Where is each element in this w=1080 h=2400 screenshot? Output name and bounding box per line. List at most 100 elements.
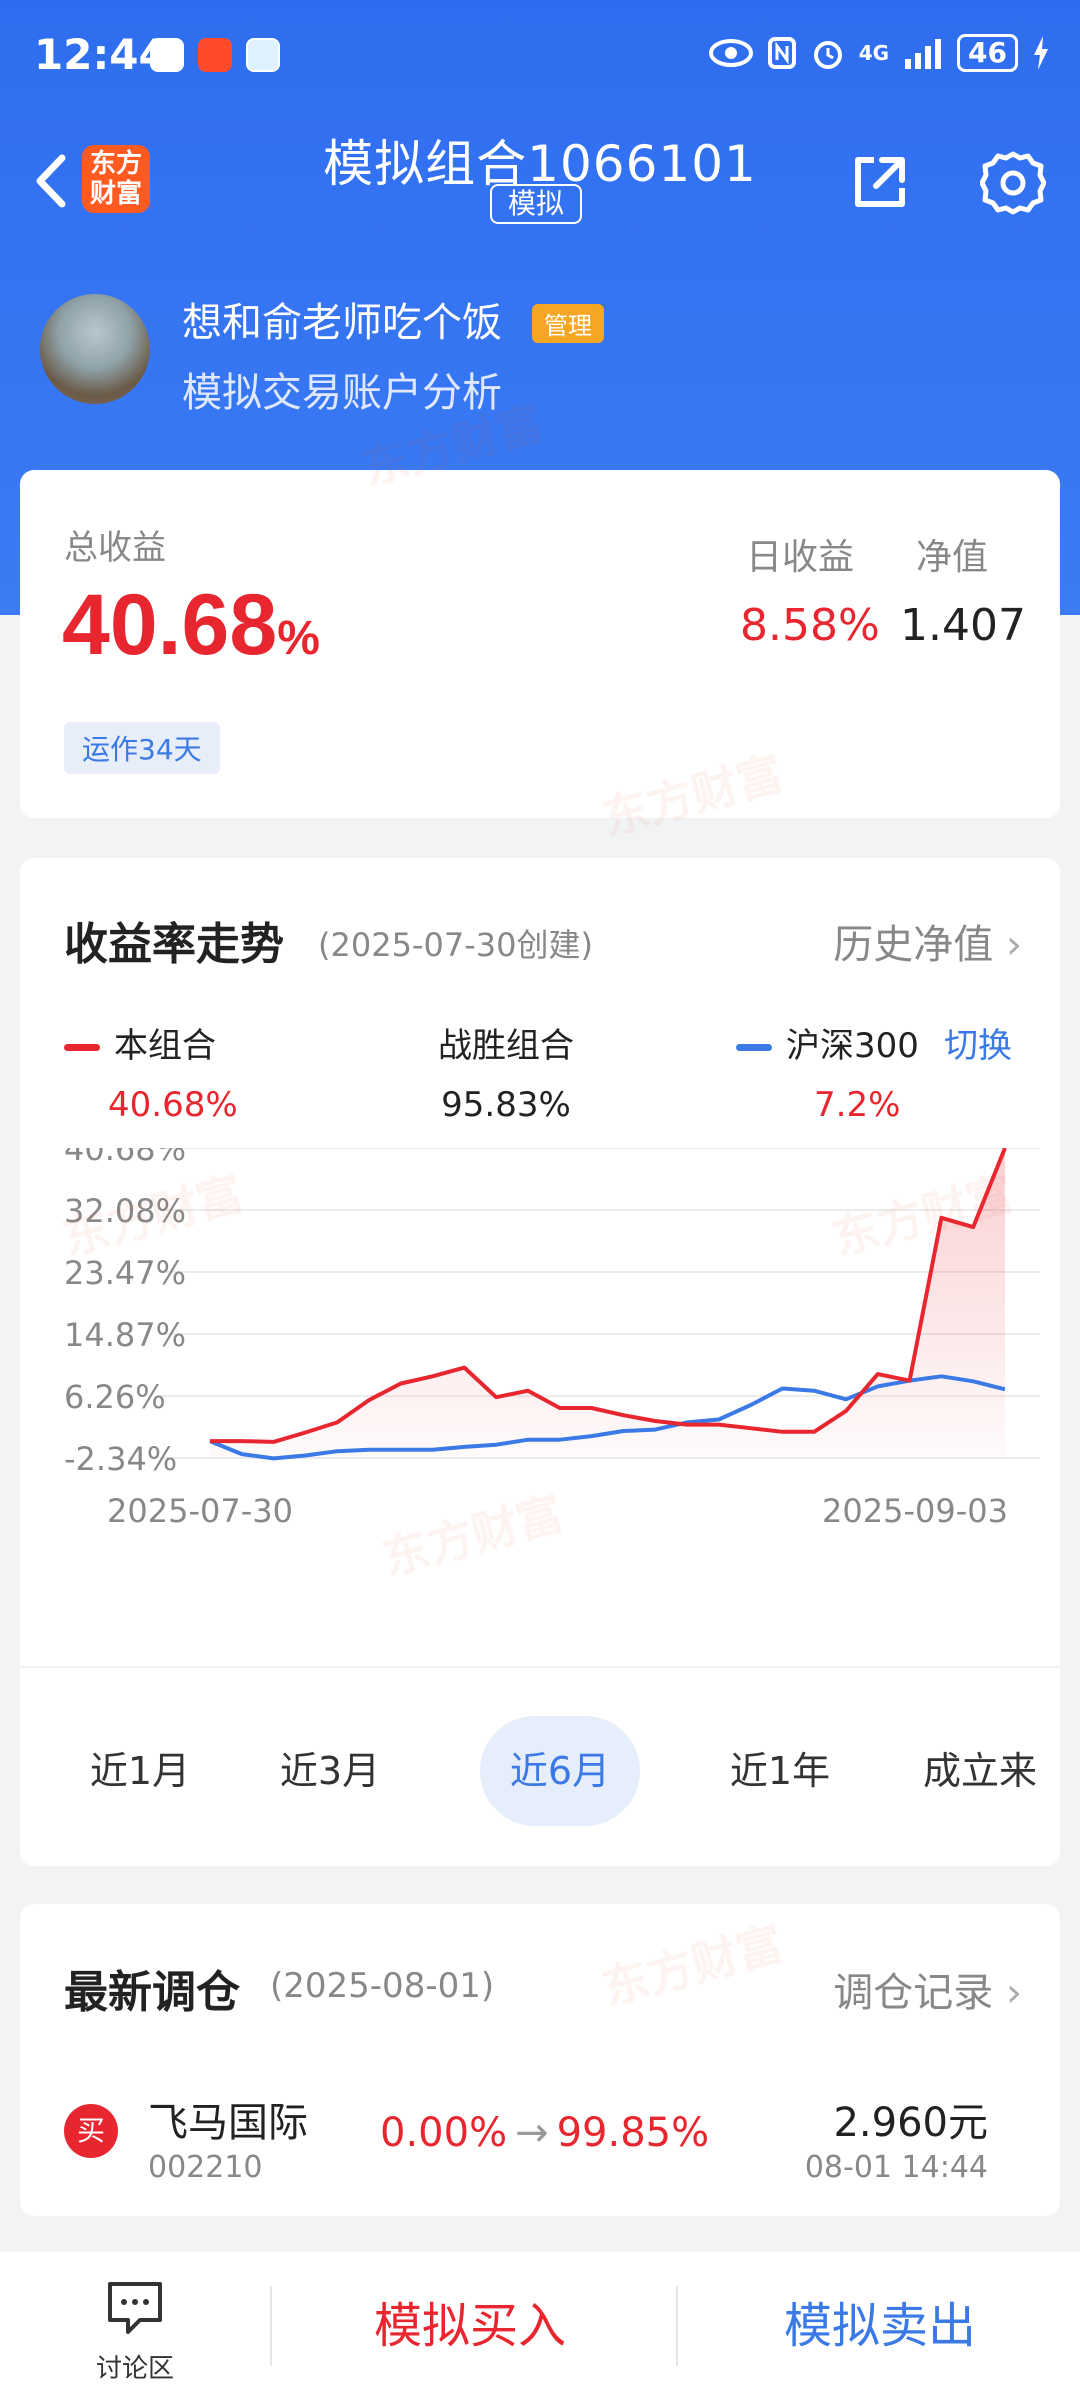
qq-app-icon [150,38,184,72]
position-to: 99.85% [556,2110,710,2156]
index-point [495,1444,497,1446]
stock-name[interactable]: 飞马国际 [148,2100,308,2146]
battery-level: 46 [957,34,1018,72]
y-tick-label: 32.08% [64,1192,186,1230]
portfolio-point [304,1431,306,1433]
buy-action-badge: 买 [64,2104,118,2158]
index-line-swatch [736,1044,772,1051]
divider [20,1666,1060,1668]
legend-portfolio-value: 40.68% [108,1085,238,1125]
y-tick-label: 6.26% [64,1378,166,1416]
summary-card: 总收益 40.68% 运作34天 日收益 净值 8.58% 1.407 [20,470,1060,818]
nav-label: 净值 [916,537,989,578]
back-arrow-icon[interactable] [22,146,82,216]
chart-y-axis: 40.68% 32.08% 23.47% 14.87% 6.26% -2.34% [64,1148,186,1478]
index-point [909,1380,911,1382]
eye-icon [708,39,753,67]
browser-app-icon [246,38,280,72]
portfolio-point [400,1382,402,1384]
page-title: 模拟组合1066101 [323,135,757,193]
portfolio-point [273,1441,275,1443]
gear-icon[interactable] [980,150,1046,216]
charging-icon [1034,36,1048,70]
simulation-badge: 模拟 [490,184,583,224]
manage-badge[interactable]: 管理 [532,304,604,343]
x-tick-label: 2025-07-30 [107,1492,293,1530]
rebalance-history-label: 调仓记录 [833,1970,994,2016]
history-nav-link[interactable]: 历史净值 › [833,912,1022,970]
discussion-button[interactable]: 讨论区 [70,2280,200,2384]
switch-index-button[interactable]: 切换 [944,1026,1012,1066]
legend-portfolio: 本组合 40.68% [64,1018,238,1125]
total-return-unit: % [277,612,320,665]
stock-code: 002210 [148,2150,263,2185]
index-point [273,1457,275,1459]
daily-return-label: 日收益 [746,537,855,578]
y-tick-label: 40.68% [64,1148,186,1168]
index-point [336,1450,338,1452]
index-series-line [209,1374,1006,1461]
portfolio-series-line [210,1148,1007,1444]
chevron-right-icon: › [1006,1970,1022,2016]
y-tick-label: 23.47% [64,1254,186,1292]
rebalance-date: (2025-08-01) [270,1966,495,2006]
portfolio-point [718,1424,720,1426]
status-bar: 12:44 4G 46 [0,0,1080,115]
portfolio-point [750,1427,752,1429]
trade-time: 08-01 14:44 [804,2150,988,2185]
position-change: 0.00% → 99.85% [380,2110,709,2156]
user-profile: 想和俞老师吃个饭 管理 模拟交易账户分析 [40,290,1040,416]
trade-price: 2.960元 [833,2100,988,2146]
rebalance-history-link[interactable]: 调仓记录 › [833,1960,1022,2018]
status-icons: 4G 46 [708,34,1050,72]
return-chart[interactable]: 40.68% 32.08% 23.47% 14.87% 6.26% -2.34% 2025… [20,1148,1060,1628]
index-point [622,1430,624,1432]
portfolio-point [654,1420,656,1422]
portfolio-point [432,1375,434,1377]
nav-value: 1.407 [900,600,1026,651]
index-point [654,1429,656,1431]
legend-beat-name: 战胜组合 [438,1026,574,1066]
index-point [877,1385,879,1387]
chevron-right-icon: › [1006,922,1022,968]
range-tab[interactable]: 近1月 [89,1749,191,1793]
portfolio-point [527,1390,529,1392]
divider [676,2286,678,2366]
portfolio-point [781,1431,783,1433]
range-tab[interactable]: 成立来 [922,1749,1037,1793]
index-point [527,1439,529,1441]
position-from: 0.00% [380,2110,508,2156]
trend-created-date: (2025-07-30创建) [318,926,593,964]
rebalance-card: 最新调仓 (2025-08-01) 调仓记录 › 买 飞马国际 002210 0… [20,1904,1060,2216]
y-tick-label: 14.87% [64,1316,186,1354]
index-point [368,1449,370,1451]
total-return-value: 40.68% [62,576,320,675]
legend-beat-value: 95.83% [441,1085,571,1125]
index-point [718,1419,720,1421]
simulated-buy-button[interactable]: 模拟买入 [373,2298,566,2354]
portfolio-point [336,1421,338,1423]
user-name: 想和俞老师吃个饭 [182,300,502,346]
status-time: 12:44 [34,30,168,79]
portfolio-area [210,1148,1005,1458]
range-tab[interactable]: 近3月 [279,1749,381,1793]
range-tab[interactable]: 近1年 [729,1749,831,1793]
discussion-label: 讨论区 [95,2354,174,2384]
index-point [750,1404,752,1406]
index-point [432,1449,434,1451]
notification-app-icon [198,38,232,72]
legend-beat: 战胜组合 95.83% [438,1018,574,1125]
trend-title: 收益率走势 [64,919,284,970]
avatar[interactable] [40,294,150,404]
legend-index: 沪深300 7.2% [736,1018,919,1125]
signal-icon [905,39,942,69]
nav-bar: 东方 财富 模拟组合1066101 模拟 [0,120,1080,250]
total-return-number: 40.68 [62,577,278,673]
share-icon[interactable] [848,150,912,214]
y-tick-label: -2.34% [64,1440,177,1478]
index-point [1004,1388,1006,1390]
legend-index-name: 沪深300 [786,1026,919,1066]
range-tab[interactable]: 近6月 [480,1716,640,1826]
simulated-sell-button[interactable]: 模拟卖出 [783,2298,976,2354]
index-point [845,1398,847,1400]
